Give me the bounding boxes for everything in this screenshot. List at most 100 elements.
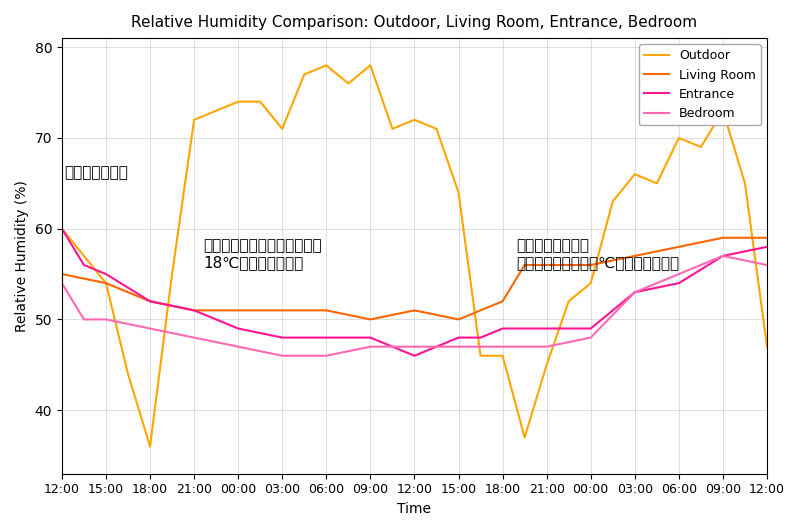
- Bedroom: [674, 271, 684, 277]
- Entrance: [476, 335, 486, 341]
- Title: Relative Humidity Comparison: Outdoor, Living Room, Entrance, Bedroom: Relative Humidity Comparison: Outdoor, L…: [131, 15, 698, 30]
- Text: 床下エアコン停止
２階エアコン　２４℃設定・風量自動: 床下エアコン停止 ２階エアコン ２４℃設定・風量自動: [516, 238, 679, 270]
- Text: 床下エアコン、２階エアコン
18℃設定・風量自動: 床下エアコン、２階エアコン 18℃設定・風量自動: [203, 238, 322, 270]
- Living Room: [498, 298, 507, 304]
- Living Room: [762, 235, 772, 241]
- Outdoor: [101, 280, 110, 286]
- Outdoor: [322, 62, 331, 68]
- Bedroom: [410, 344, 419, 350]
- Bedroom: [762, 262, 772, 268]
- Outdoor: [190, 117, 199, 123]
- Living Room: [146, 298, 155, 304]
- Living Room: [718, 235, 728, 241]
- Entrance: [630, 289, 639, 295]
- Entrance: [520, 326, 530, 332]
- Outdoor: [343, 80, 353, 87]
- Outdoor: [278, 126, 287, 132]
- Living Room: [57, 271, 66, 277]
- Living Room: [322, 307, 331, 313]
- Outdoor: [564, 298, 574, 304]
- Bedroom: [586, 335, 595, 341]
- X-axis label: Time: Time: [398, 502, 431, 516]
- Line: Living Room: Living Room: [62, 238, 767, 320]
- Bedroom: [322, 353, 331, 359]
- Living Room: [234, 307, 243, 313]
- Bedroom: [520, 344, 530, 350]
- Living Room: [542, 262, 551, 268]
- Entrance: [498, 326, 507, 332]
- Bedroom: [57, 280, 66, 286]
- Living Room: [520, 262, 530, 268]
- Entrance: [454, 335, 463, 341]
- Outdoor: [696, 144, 706, 150]
- Outdoor: [410, 117, 419, 123]
- Living Room: [410, 307, 419, 313]
- Outdoor: [432, 126, 442, 132]
- Entrance: [57, 226, 66, 232]
- Outdoor: [498, 353, 507, 359]
- Outdoor: [520, 434, 530, 441]
- Bedroom: [366, 344, 375, 350]
- Entrance: [278, 335, 287, 341]
- Outdoor: [388, 126, 398, 132]
- Entrance: [586, 326, 595, 332]
- Living Room: [630, 253, 639, 259]
- Entrance: [79, 262, 89, 268]
- Bedroom: [454, 344, 463, 350]
- Outdoor: [740, 180, 750, 186]
- Outdoor: [476, 353, 486, 359]
- Entrance: [190, 307, 199, 313]
- Bedroom: [234, 344, 243, 350]
- Line: Bedroom: Bedroom: [62, 256, 767, 356]
- Outdoor: [366, 62, 375, 68]
- Outdoor: [630, 171, 639, 177]
- Outdoor: [762, 344, 772, 350]
- Outdoor: [255, 98, 265, 105]
- Outdoor: [454, 189, 463, 195]
- Bedroom: [101, 316, 110, 323]
- Entrance: [101, 271, 110, 277]
- Entrance: [322, 335, 331, 341]
- Living Room: [586, 262, 595, 268]
- Living Room: [278, 307, 287, 313]
- Line: Outdoor: Outdoor: [62, 65, 767, 447]
- Entrance: [542, 326, 551, 332]
- Entrance: [718, 253, 728, 259]
- Text: 全エアコン停止: 全エアコン停止: [64, 165, 128, 180]
- Outdoor: [674, 135, 684, 141]
- Living Room: [190, 307, 199, 313]
- Outdoor: [586, 280, 595, 286]
- Outdoor: [146, 443, 155, 450]
- Outdoor: [299, 71, 309, 78]
- Entrance: [146, 298, 155, 304]
- Living Room: [101, 280, 110, 286]
- Bedroom: [718, 253, 728, 259]
- Living Room: [476, 307, 486, 313]
- Entrance: [366, 335, 375, 341]
- Outdoor: [57, 226, 66, 232]
- Bedroom: [79, 316, 89, 323]
- Bedroom: [190, 335, 199, 341]
- Outdoor: [652, 180, 662, 186]
- Entrance: [762, 244, 772, 250]
- Line: Entrance: Entrance: [62, 229, 767, 356]
- Bedroom: [146, 326, 155, 332]
- Outdoor: [542, 362, 551, 368]
- Y-axis label: Relative Humidity (%): Relative Humidity (%): [15, 180, 29, 332]
- Outdoor: [167, 271, 177, 277]
- Outdoor: [211, 107, 221, 114]
- Living Room: [674, 244, 684, 250]
- Entrance: [410, 353, 419, 359]
- Bedroom: [542, 344, 551, 350]
- Legend: Outdoor, Living Room, Entrance, Bedroom: Outdoor, Living Room, Entrance, Bedroom: [639, 45, 761, 125]
- Outdoor: [608, 198, 618, 204]
- Living Room: [454, 316, 463, 323]
- Bedroom: [278, 353, 287, 359]
- Outdoor: [718, 107, 728, 114]
- Entrance: [234, 326, 243, 332]
- Outdoor: [234, 98, 243, 105]
- Bedroom: [498, 344, 507, 350]
- Bedroom: [630, 289, 639, 295]
- Outdoor: [123, 371, 133, 377]
- Entrance: [674, 280, 684, 286]
